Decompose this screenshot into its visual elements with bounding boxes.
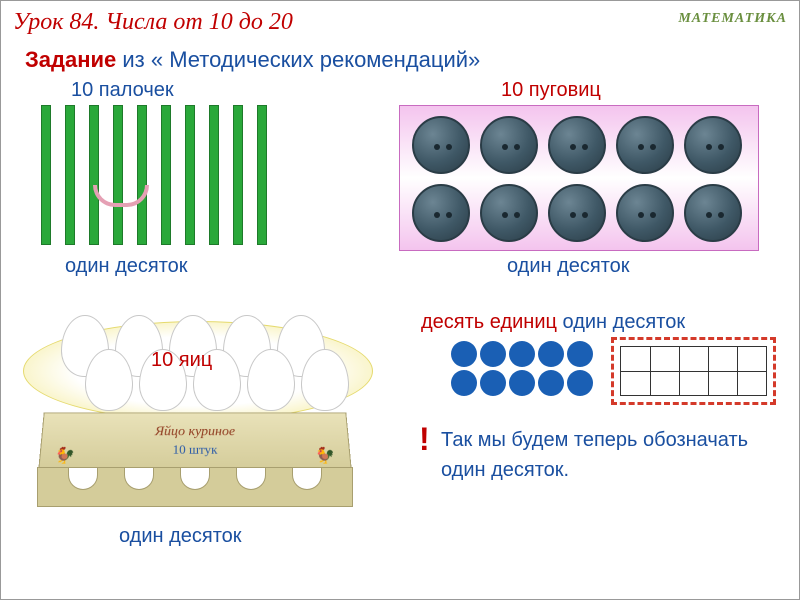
- dot: [567, 341, 593, 367]
- egg: [301, 349, 349, 411]
- dot-row: [451, 370, 593, 396]
- carton-count: 10 штук: [172, 442, 217, 458]
- eggs-sub: один десяток: [119, 525, 242, 548]
- units-blue: один десяток: [563, 311, 686, 333]
- button-piece: [548, 184, 606, 242]
- stick: [113, 105, 123, 245]
- carton-notch: [236, 468, 266, 490]
- hen-icon: 🐓: [314, 446, 336, 466]
- carton-lid: Яйцо куриное 10 штук 🐓 🐓: [38, 412, 352, 470]
- ten-grid: [611, 337, 776, 405]
- carton-notch: [68, 468, 98, 490]
- buttons-sub: один десяток: [507, 255, 630, 278]
- egg-row: [85, 349, 349, 411]
- dot: [567, 370, 593, 396]
- buttons-panel: [399, 105, 759, 251]
- grid-inner: [620, 346, 767, 396]
- buttons-label: 10 пуговиц: [501, 79, 601, 102]
- sticks-sub: один десяток: [65, 255, 188, 278]
- hen-icon: 🐓: [54, 446, 76, 466]
- grid-line-h: [621, 371, 766, 372]
- button-row: [412, 116, 742, 174]
- stick: [89, 105, 99, 245]
- stick: [65, 105, 75, 245]
- task-line: Задание из « Методических рекомендаций»: [25, 47, 480, 73]
- dot: [509, 341, 535, 367]
- units-line: десять единиц один десяток: [421, 311, 685, 334]
- carton-notch: [180, 468, 210, 490]
- dot: [480, 341, 506, 367]
- lesson-title: Урок 84. Числа от 10 до 20: [13, 9, 787, 36]
- button-piece: [480, 184, 538, 242]
- stick: [185, 105, 195, 245]
- header: Урок 84. Числа от 10 до 20: [13, 9, 787, 36]
- grid-line-v: [708, 347, 709, 395]
- grid-line-v: [679, 347, 680, 395]
- carton-base: [37, 467, 353, 507]
- slide: Урок 84. Числа от 10 до 20 МАТЕМАТИКА За…: [0, 0, 800, 600]
- stick: [41, 105, 51, 245]
- dot: [509, 370, 535, 396]
- dot: [451, 370, 477, 396]
- button-piece: [616, 184, 674, 242]
- button-piece: [548, 116, 606, 174]
- button-piece: [480, 116, 538, 174]
- stick: [137, 105, 147, 245]
- note-text: Так мы будем теперь обозначать один деся…: [441, 425, 781, 485]
- carton-notch: [124, 468, 154, 490]
- button-piece: [616, 116, 674, 174]
- stick: [209, 105, 219, 245]
- task-rest: из « Методических рекомендаций»: [116, 47, 480, 72]
- sticks-group: [41, 105, 291, 245]
- dot: [538, 370, 564, 396]
- stick: [161, 105, 171, 245]
- button-piece: [412, 116, 470, 174]
- button-piece: [684, 184, 742, 242]
- exclamation-icon: !: [419, 421, 430, 458]
- egg-carton: Яйцо куриное 10 штук 🐓 🐓: [37, 411, 353, 511]
- dot: [480, 370, 506, 396]
- grid-line-v: [737, 347, 738, 395]
- task-bold: Задание: [25, 47, 116, 72]
- dots-group: [451, 341, 593, 399]
- egg: [85, 349, 133, 411]
- button-piece: [412, 184, 470, 242]
- carton-text: Яйцо куриное: [155, 425, 236, 440]
- dot: [538, 341, 564, 367]
- egg: [247, 349, 295, 411]
- carton-notch: [292, 468, 322, 490]
- units-red: десять единиц: [421, 311, 563, 333]
- button-row: [412, 184, 742, 242]
- button-piece: [684, 116, 742, 174]
- grid-line-v: [650, 347, 651, 395]
- subject-label: МАТЕМАТИКА: [678, 11, 787, 27]
- dot: [451, 341, 477, 367]
- stick: [257, 105, 267, 245]
- stick: [233, 105, 243, 245]
- sticks-label: 10 палочек: [71, 79, 174, 102]
- eggs-label: 10 яиц: [151, 349, 212, 372]
- dot-row: [451, 341, 593, 367]
